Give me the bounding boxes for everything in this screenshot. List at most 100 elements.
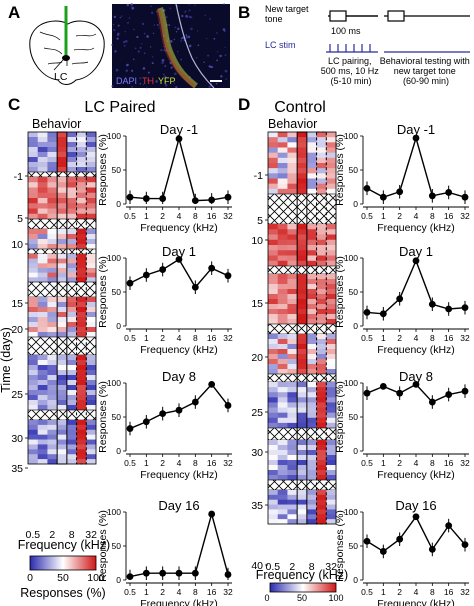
x-axis-label: Frequency (kHz) <box>377 344 455 356</box>
heatmap-cell <box>57 263 68 269</box>
heatmap-cell <box>47 192 58 199</box>
heatmap-cell <box>306 284 317 290</box>
x-tick-label: 16 <box>207 587 217 597</box>
heatmap-cell <box>76 375 87 381</box>
heatmap-cell <box>287 319 298 325</box>
heatmap-cell <box>268 402 279 408</box>
heatmap-cell <box>316 299 327 305</box>
heatmap-cell <box>306 142 317 148</box>
nucleus-dot <box>175 86 178 89</box>
heatmap-cell <box>66 375 77 381</box>
heatmap-cell <box>277 279 288 285</box>
heatmap-cell <box>277 168 288 174</box>
x-tick-label: 1 <box>144 333 149 343</box>
heatmap-cell <box>268 319 279 325</box>
nucleus-dot <box>184 11 186 14</box>
heatmap-cell <box>28 454 39 460</box>
heatmap-cell <box>287 289 298 295</box>
heatmap-cell <box>86 187 97 194</box>
heatmap-cell <box>57 380 68 386</box>
tone-pulse <box>329 10 347 22</box>
nucleus-dot <box>132 58 135 61</box>
heatmap-cell <box>66 187 77 194</box>
heatmap-cell <box>306 173 317 179</box>
heatmap-cell <box>86 244 97 250</box>
heatmap-cell <box>86 177 97 183</box>
x-tick-label: 8 <box>193 333 198 343</box>
heatmap-cell <box>47 449 58 455</box>
nucleus-dot <box>150 11 154 14</box>
nucleus-dot <box>114 50 117 53</box>
heatmap-cell <box>28 157 39 163</box>
heatmap-cell <box>277 397 288 403</box>
heatmap-cell <box>316 314 327 320</box>
heatmap-cell <box>57 449 68 455</box>
heatmap-cell <box>287 339 298 345</box>
heatmap-cell <box>268 137 279 143</box>
nucleus-dot <box>223 30 226 33</box>
heatmap-cell <box>306 299 317 305</box>
heatmap-cell <box>316 294 327 300</box>
x-tick-label: 4 <box>414 211 419 221</box>
heatmap-cell <box>306 260 317 267</box>
nucleus-dot <box>168 24 171 26</box>
heatmap-cell <box>316 137 327 143</box>
nucleus-dot <box>194 4 196 6</box>
heatmap-cell <box>268 224 279 230</box>
heatmap-cell <box>326 354 337 360</box>
heatmap-cell <box>297 417 308 424</box>
y-tick-label: 50 <box>349 287 359 297</box>
heatmap-cell <box>47 142 58 148</box>
heatmap-cell <box>306 349 317 355</box>
heatmap-cell <box>297 354 308 360</box>
heatmap-cell <box>287 514 298 520</box>
heatmap-cell <box>326 364 337 370</box>
heatmap-cell <box>287 274 298 280</box>
heatmap-cell <box>326 309 337 315</box>
heatmap-cell <box>297 224 308 230</box>
lc-target-dot <box>62 55 70 61</box>
y-tick-label: 0 <box>353 321 358 331</box>
time-tick-label: 25 <box>251 407 263 419</box>
heatmap-cell <box>287 147 298 153</box>
heatmap-cell <box>66 365 77 371</box>
heatmap-cell <box>57 439 68 445</box>
x-tick-label: 2 <box>397 458 402 468</box>
heatmap-cell <box>277 392 288 398</box>
series-line <box>366 135 466 198</box>
heatmap-cell <box>268 494 279 501</box>
data-point <box>126 573 134 580</box>
heatmap-cell <box>326 229 337 235</box>
heatmap-cell <box>47 147 58 153</box>
nucleus-dot <box>139 46 142 49</box>
nucleus-dot <box>133 28 135 31</box>
time-tick-label: 30 <box>251 447 263 459</box>
nucleus-dot <box>150 5 152 7</box>
heatmap-cell <box>287 168 298 174</box>
heatmap-cell <box>47 424 58 431</box>
heatmap-cell <box>86 439 97 445</box>
heatmap-cell <box>86 360 97 366</box>
data-point <box>224 272 232 280</box>
heatmap-cell <box>268 152 279 159</box>
heatmap-cell <box>76 400 87 406</box>
heatmap-cell <box>66 152 77 158</box>
heatmap-cell <box>86 213 97 220</box>
heatmap-cell <box>277 152 288 159</box>
heatmap-cell <box>47 312 58 318</box>
time-tick-label: 35 <box>11 463 23 475</box>
heatmap-cell <box>86 395 97 401</box>
x-tick-label: 8 <box>430 587 435 597</box>
nucleus-dot <box>120 15 123 17</box>
heatmap-cell <box>268 344 279 350</box>
heatmap-cell <box>28 234 39 240</box>
heatmap-cell <box>86 385 97 391</box>
heatmap-cell <box>47 213 58 220</box>
heatmap-cell <box>297 239 308 246</box>
heatmap-cell <box>28 147 39 153</box>
heatmap-cell <box>37 454 48 460</box>
nucleus-dot <box>131 6 133 8</box>
heatmap-cell <box>326 319 337 325</box>
